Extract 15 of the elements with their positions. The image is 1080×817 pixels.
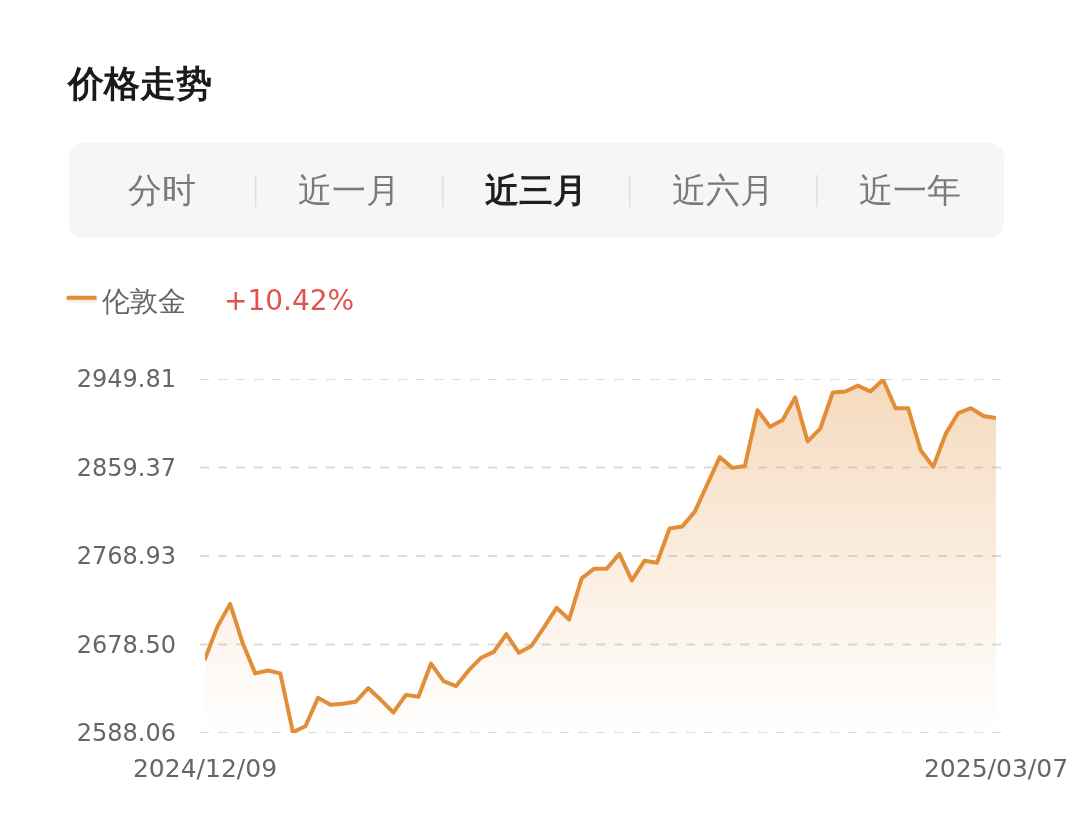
text: 分时 (128, 170, 196, 210)
y-tick-label: 2768.93 (76, 542, 176, 571)
x-tick-label: 2025/03/07 (923, 754, 1069, 783)
chart-title: 价格走势 (66, 62, 212, 104)
y-tick-label: 2678.50 (76, 630, 176, 659)
y-tick-label: 2949.81 (76, 365, 176, 394)
x-tick-label: 2024/12/09 (132, 754, 278, 783)
text: 近三月 (485, 170, 587, 210)
text: 近一年 (859, 170, 961, 210)
text: 近一月 (298, 170, 400, 210)
text: +10.42% (224, 284, 355, 317)
text: 近六月 (672, 170, 774, 210)
y-tick-label: 2859.37 (76, 453, 176, 482)
y-tick-label: 2588.06 (76, 719, 176, 748)
legend-label: 伦敦金 (101, 284, 186, 318)
